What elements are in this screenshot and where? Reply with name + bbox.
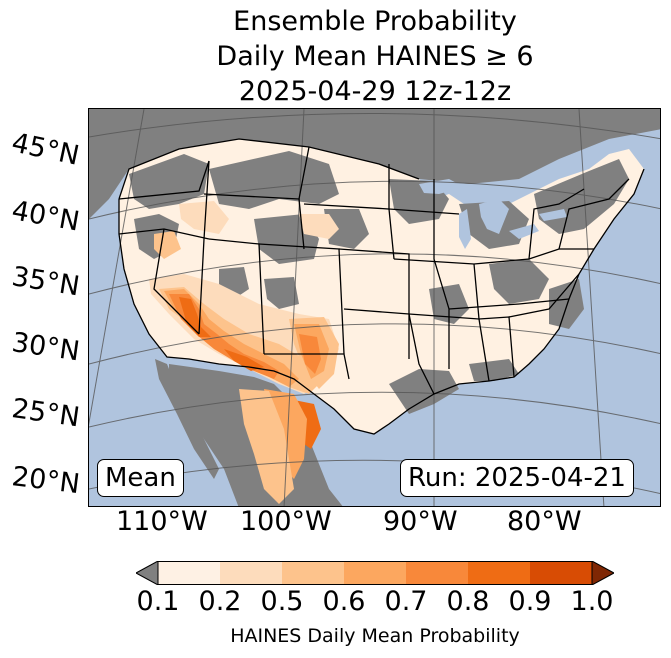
mean-label-box: Mean	[97, 459, 184, 497]
lat-label-45: 45°N	[8, 127, 82, 172]
canada-land	[89, 109, 660, 219]
colorbar-tick-label: 0.5	[260, 586, 304, 617]
colorbar-bin-1	[220, 561, 283, 585]
colorbar-bin-6	[530, 561, 593, 585]
lon-label-80: 80°W	[507, 506, 582, 537]
colorbar-bin-3	[344, 561, 407, 585]
colorbar-tick-label: 0.1	[136, 586, 180, 617]
lat-label-35: 35°N	[9, 261, 82, 303]
title-line-3: 2025-04-29 12z-12z	[238, 76, 512, 107]
colorbar-tick-label: 0.7	[384, 586, 428, 617]
map	[88, 108, 661, 507]
lat-label-25: 25°N	[9, 393, 82, 434]
map-canvas	[89, 109, 660, 506]
title-line-1: Ensemble Probability	[233, 6, 517, 37]
colorbar-tick-label: 0.6	[322, 586, 366, 617]
colorbar-tick-label: 1.0	[570, 586, 614, 617]
lat-label-20: 20°N	[10, 461, 82, 501]
lat-label-30: 30°N	[9, 327, 82, 368]
colorbar-bin-5	[468, 561, 531, 585]
colorbar	[136, 561, 614, 585]
colorbar-label: HAINES Daily Mean Probability	[230, 625, 520, 647]
colorbar-under-arrow	[136, 561, 159, 585]
colorbar-tick-label: 0.9	[508, 586, 552, 617]
colorbar-tick-label: 0.8	[446, 586, 490, 617]
lon-label-90: 90°W	[383, 506, 458, 537]
run-date-box: Run: 2025-04-21	[400, 459, 634, 497]
colorbar-outline	[157, 561, 593, 585]
colorbar-bin-0	[158, 561, 221, 585]
lon-label-110: 110°W	[116, 506, 208, 537]
colorbar-bin-2	[282, 561, 345, 585]
colorbar-bin-4	[406, 561, 469, 585]
state-borders	[118, 138, 645, 435]
lon-label-100: 100°W	[240, 506, 332, 537]
baja-land	[155, 359, 219, 479]
colorbar-over-arrow	[591, 561, 614, 585]
lat-label-40: 40°N	[9, 195, 82, 238]
title-line-2: Daily Mean HAINES ≥ 6	[216, 41, 534, 72]
colorbar-tick-label: 0.2	[198, 586, 242, 617]
